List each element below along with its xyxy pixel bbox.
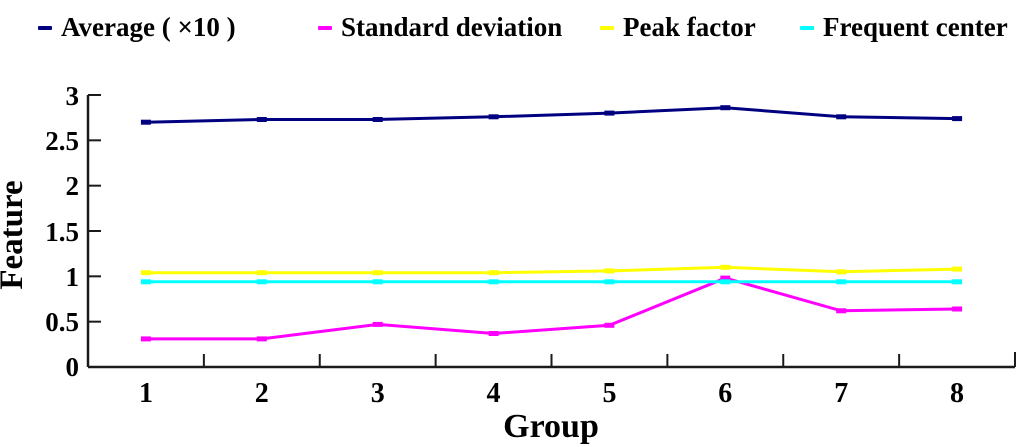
x-tick-label-3: 3: [371, 378, 385, 409]
legend-item-standard-deviation: Standard deviation: [318, 12, 562, 43]
y-tick-label-0: 0: [66, 352, 80, 382]
x-axis-title: Group: [503, 408, 599, 445]
x-tick-label-2: 2: [255, 378, 269, 409]
x-tick-label-7: 7: [834, 378, 848, 409]
series-line-0: [145, 106, 958, 124]
x-tick-label-5: 5: [602, 378, 616, 409]
y-tick-label-3: 3: [66, 81, 80, 111]
legend-dash-peak-factor-icon: [600, 25, 614, 30]
x-tick-label-6: 6: [718, 378, 732, 409]
legend-item-frequent-center: Frequent center: [800, 12, 1008, 43]
y-axis-title: Feature: [0, 180, 30, 289]
x-axis-ticks: [202, 352, 1016, 367]
legend-label-average: Average ( ×10 ): [61, 12, 236, 42]
series-line-2: [145, 265, 958, 275]
legend-dash-standard-deviation-icon: [318, 25, 332, 30]
plot-series: [140, 105, 963, 342]
legend-dash-frequent-center-icon: [800, 25, 814, 30]
x-tick-label-1: 1: [139, 378, 153, 409]
y-axis-ticks: [88, 94, 101, 323]
y-tick-label-2-5: 2.5: [45, 126, 79, 156]
x-tick-label-4: 4: [487, 378, 501, 409]
series-line-1: [145, 276, 958, 341]
x-tick-labels: 1 2 3 4 5 6 7 8: [139, 378, 964, 409]
x-tick-label-8: 8: [950, 378, 964, 409]
y-tick-label-1: 1: [66, 262, 80, 292]
legend-dash-average-icon: [38, 25, 52, 30]
legend-item-peak-factor: Peak factor: [600, 12, 756, 43]
y-tick-label-0-5: 0.5: [45, 307, 79, 337]
legend-item-average: Average ( ×10 ): [38, 12, 236, 43]
y-tick-labels: 3 2.5 2 1.5 1 0.5 0: [45, 81, 79, 382]
legend-label-peak-factor: Peak factor: [623, 12, 756, 42]
legend-label-frequent-center: Frequent center: [823, 12, 1008, 42]
legend-label-standard-deviation: Standard deviation: [341, 12, 563, 42]
y-tick-label-2: 2: [66, 171, 80, 201]
y-tick-label-1-5: 1.5: [45, 217, 79, 247]
